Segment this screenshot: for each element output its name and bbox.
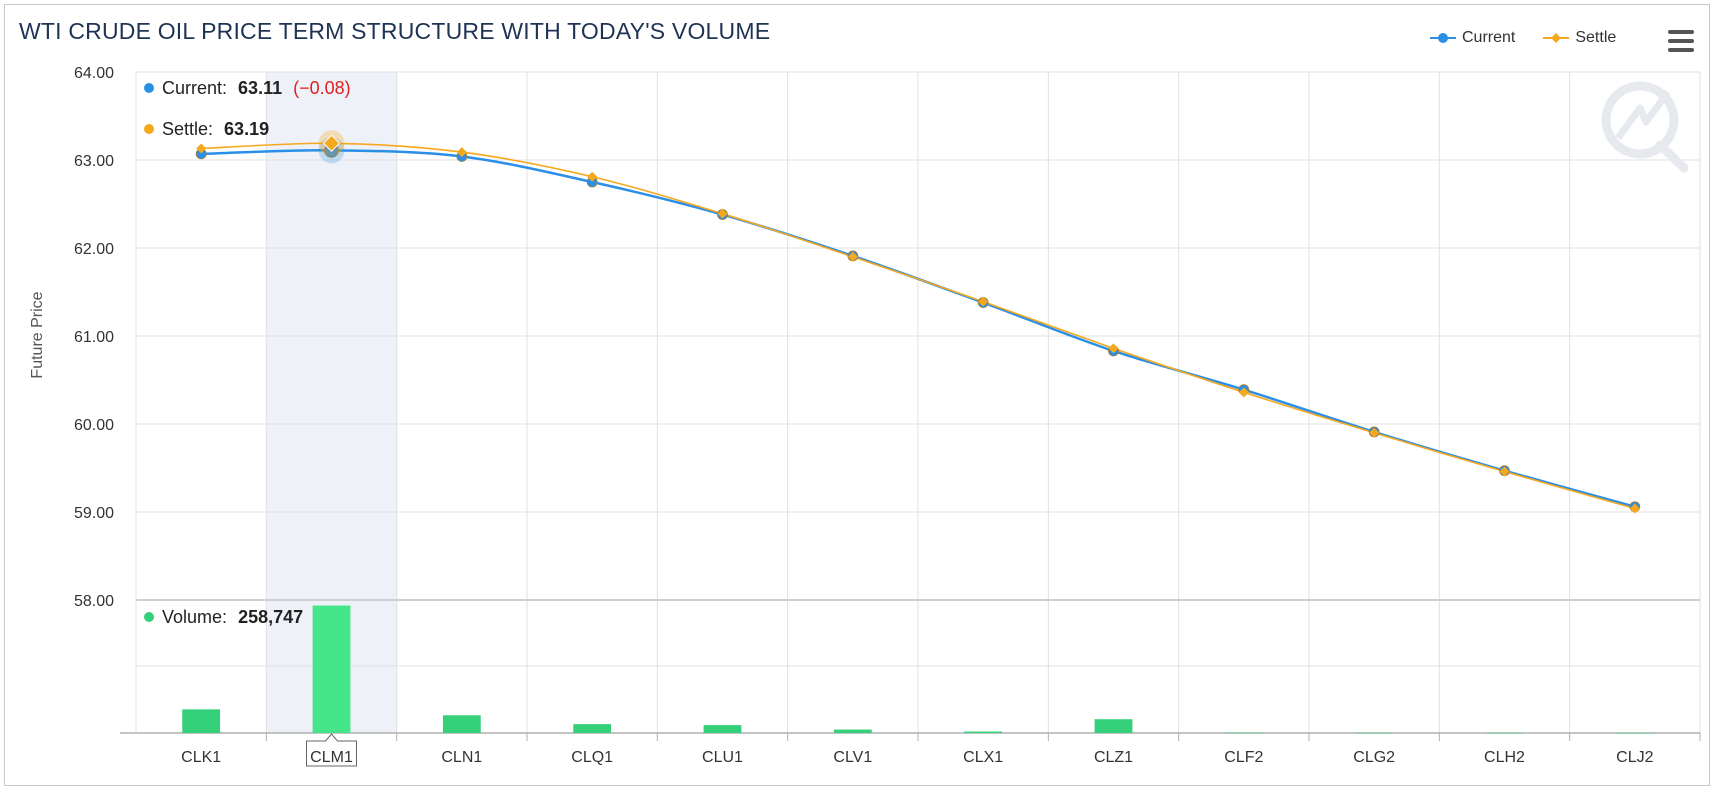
tooltip-current-label: Current: — [162, 78, 227, 98]
x-tick-label-clv1: CLV1 — [833, 749, 872, 766]
volume-bar-clx1[interactable] — [964, 731, 1003, 733]
tooltip: Current: 63.11 (−0.08) Settle: 63.19 Vol… — [144, 78, 351, 627]
y-tick-label: 61.00 — [74, 329, 114, 346]
volume-bar-cln1[interactable] — [442, 715, 481, 733]
settle-point-clu1[interactable] — [717, 208, 728, 219]
settle-point-clq1[interactable] — [587, 171, 598, 182]
tooltip-settle-dot-icon — [144, 124, 154, 134]
y-tick-label: 62.00 — [74, 241, 114, 258]
svg-text:Current: 63.11 (−0: Current: 63.11 (−0.08) — [162, 78, 351, 98]
legend-current-label: Current — [1462, 29, 1516, 46]
legend-item-settle[interactable]: Settle — [1543, 29, 1616, 47]
x-tick-label-clg2: CLG2 — [1353, 749, 1395, 766]
tooltip-volume-value: 258,747 — [238, 607, 303, 627]
x-tick-label-clx1: CLX1 — [963, 749, 1003, 766]
x-tick-label-clu1: CLU1 — [702, 749, 743, 766]
volume-bar-clz1[interactable] — [1094, 719, 1133, 733]
y-tick-label: 63.00 — [74, 153, 114, 170]
svg-text:Volume: 258,747: Volume: 258,747 — [162, 607, 303, 627]
settle-point-clj2[interactable] — [1629, 503, 1640, 514]
settle-point-clv1[interactable] — [847, 251, 858, 262]
settle-point-clx1[interactable] — [978, 296, 989, 307]
tooltip-current-change: (−0.08) — [293, 78, 351, 98]
tooltip-volume-dot-icon — [144, 612, 154, 622]
tooltip-settle-label: Settle: — [162, 119, 213, 139]
settle-point-clh2[interactable] — [1499, 466, 1510, 477]
settle-point-clz1[interactable] — [1108, 343, 1119, 354]
volume-bar-clv1[interactable] — [833, 729, 872, 733]
volume-bar-clf2[interactable] — [1224, 732, 1263, 734]
settle-point-cln1[interactable] — [456, 147, 467, 158]
volume-bar-clh2[interactable] — [1485, 732, 1524, 734]
x-tick-label-clq1: CLQ1 — [571, 749, 613, 766]
volume-bar-clj2[interactable] — [1615, 732, 1654, 734]
x-crosshair-label-box — [306, 733, 357, 767]
legend-settle-label: Settle — [1575, 29, 1617, 46]
x-tick-label-clk1: CLK1 — [181, 749, 221, 766]
x-tick-label-clf2: CLF2 — [1224, 749, 1263, 766]
settle-point-clk1[interactable] — [196, 143, 207, 154]
legend-current-marker-icon — [1430, 33, 1456, 43]
settle-point-clg2[interactable] — [1369, 427, 1380, 438]
y-axis-label: Future Price — [29, 291, 46, 378]
legend-settle-marker-icon — [1543, 33, 1570, 43]
settle-point-clm1[interactable] — [322, 134, 341, 152]
x-tick-label-clz1: CLZ1 — [1094, 749, 1133, 766]
svg-text:Settle: 63.19: Settle: 63.19 — [162, 119, 269, 139]
volume-bar-clg2[interactable] — [1355, 732, 1394, 734]
y-tick-label: 60.00 — [74, 417, 114, 434]
volume-bar-clk1[interactable] — [182, 709, 221, 733]
tooltip-current-value: 63.11 — [238, 78, 282, 98]
hamburger-menu-icon[interactable] — [1668, 30, 1694, 52]
chart-title: WTI CRUDE OIL PRICE TERM STRUCTURE WITH … — [19, 18, 771, 44]
x-tick-label-clm1: CLM1 — [310, 749, 353, 766]
volume-bar-clm1[interactable] — [312, 605, 351, 733]
settle-point-clf2[interactable] — [1238, 387, 1249, 398]
y-tick-label: 58.00 — [74, 593, 114, 610]
x-tick-label-clj2: CLJ2 — [1616, 749, 1653, 766]
tooltip-current-dot-icon — [144, 83, 154, 93]
tooltip-volume-label: Volume: — [162, 607, 227, 627]
tooltip-settle-value: 63.19 — [224, 119, 269, 139]
watermark-logo-icon — [1601, 81, 1689, 173]
y-tick-label: 59.00 — [74, 505, 114, 522]
x-tick-label-cln1: CLN1 — [441, 749, 482, 766]
x-tick-label-clh2: CLH2 — [1484, 749, 1525, 766]
chart-legend: Current Settle — [1430, 29, 1616, 47]
volume-bar-clq1[interactable] — [573, 724, 612, 733]
series-line-settle[interactable] — [201, 142, 1636, 510]
volume-bar-clu1[interactable] — [703, 725, 742, 733]
legend-item-current[interactable]: Current — [1430, 29, 1515, 47]
y-tick-label: 64.00 — [74, 65, 114, 82]
